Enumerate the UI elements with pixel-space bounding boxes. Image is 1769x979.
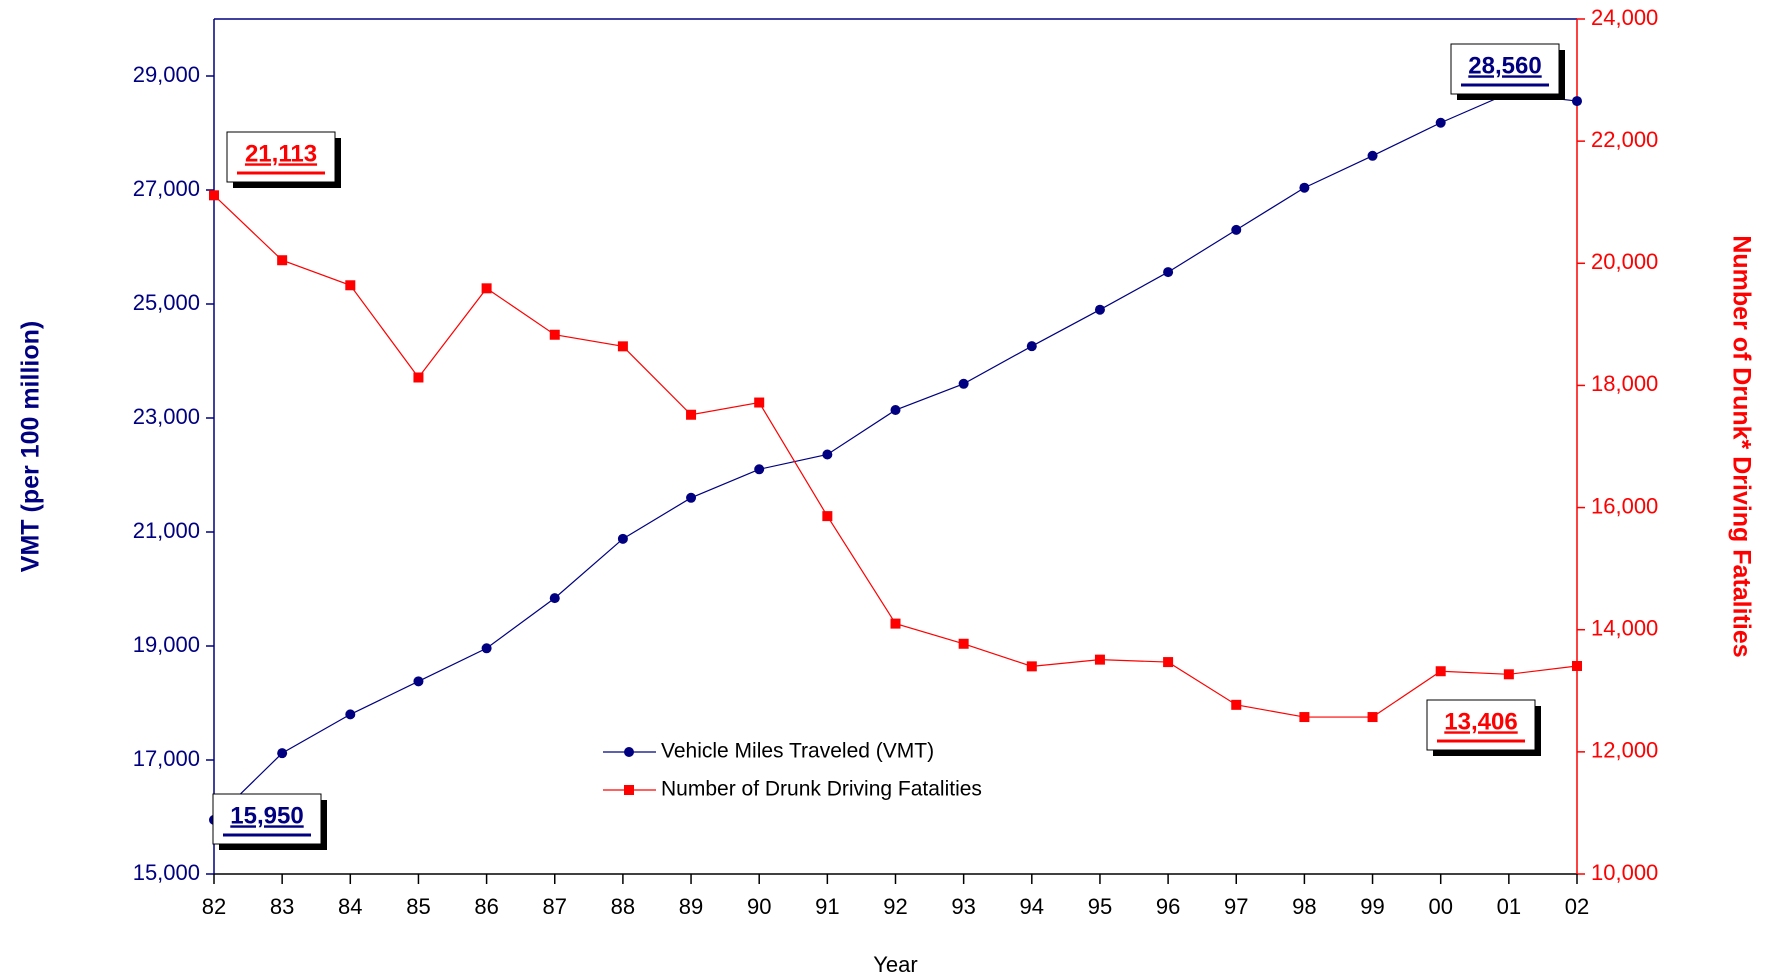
legend-label: Number of Drunk Driving Fatalities (661, 778, 982, 801)
y-tick-label: 15,000 (133, 860, 200, 885)
series-line (213, 194, 1578, 718)
y2-tick-label: 24,000 (1591, 5, 1658, 30)
data-point (481, 643, 492, 654)
x-tick-label: 96 (1156, 894, 1180, 919)
data-point (1435, 666, 1446, 677)
data-point (1299, 182, 1310, 193)
data-point (1231, 699, 1242, 710)
value-label: 21,113 (245, 140, 317, 167)
x-tick-label: 87 (543, 894, 567, 919)
x-tick-label: 88 (611, 894, 635, 919)
data-point (754, 397, 765, 408)
x-tick-label: 02 (1565, 894, 1589, 919)
data-point (890, 618, 901, 629)
data-point (345, 280, 356, 291)
data-point (822, 511, 833, 522)
data-point (1231, 224, 1242, 235)
data-point (1435, 117, 1446, 128)
data-point (277, 748, 288, 759)
data-point (1094, 304, 1105, 315)
y-tick-label: 23,000 (133, 404, 200, 429)
x-tick-label: 99 (1360, 894, 1384, 919)
y2-tick-label: 18,000 (1591, 371, 1658, 396)
x-axis-title: Year (873, 952, 917, 977)
x-tick-label: 95 (1088, 894, 1112, 919)
x-tick-label: 82 (202, 894, 226, 919)
x-tick-label: 98 (1292, 894, 1316, 919)
data-point (1163, 657, 1174, 668)
data-point (617, 341, 628, 352)
y2-tick-label: 22,000 (1591, 127, 1658, 152)
y2-tick-label: 10,000 (1591, 860, 1658, 885)
y2-axis-title: Number of Drunk* Driving Fatalities (1727, 235, 1755, 657)
data-point (754, 464, 765, 475)
data-point (890, 405, 901, 416)
y-tick-label: 25,000 (133, 290, 200, 315)
data-point (1572, 96, 1582, 107)
data-point (1367, 150, 1378, 161)
data-point (481, 283, 492, 294)
data-point (1026, 341, 1037, 352)
data-point (549, 593, 560, 604)
y-tick-label: 29,000 (133, 62, 200, 87)
value-label: 13,406 (1444, 708, 1517, 735)
value-label: 28,560 (1468, 52, 1541, 79)
y2-tick-label: 20,000 (1591, 249, 1658, 274)
data-point (686, 492, 697, 503)
data-point (958, 378, 969, 389)
data-point (549, 329, 560, 340)
data-point (617, 533, 628, 544)
y2-tick-label: 14,000 (1591, 616, 1658, 641)
x-tick-label: 86 (474, 894, 498, 919)
data-point (209, 190, 219, 201)
x-tick-label: 97 (1224, 894, 1248, 919)
x-tick-label: 85 (406, 894, 430, 919)
data-point (686, 409, 697, 420)
y-tick-label: 21,000 (133, 518, 200, 543)
x-tick-label: 94 (1020, 894, 1044, 919)
x-tick-label: 01 (1497, 894, 1521, 919)
data-point (822, 449, 833, 460)
data-point (1094, 654, 1105, 665)
legend-label: Vehicle Miles Traveled (VMT) (661, 740, 934, 763)
data-point (345, 709, 356, 720)
y-tick-label: 19,000 (133, 632, 200, 657)
x-tick-label: 00 (1428, 894, 1452, 919)
data-point (413, 676, 424, 687)
data-point (413, 372, 424, 383)
y-axis-title: VMT (per 100 million) (17, 321, 45, 572)
x-tick-label: 92 (883, 894, 907, 919)
y-tick-label: 17,000 (133, 746, 200, 771)
y2-tick-label: 12,000 (1591, 738, 1658, 763)
y2-tick-label: 16,000 (1591, 493, 1658, 518)
legend-marker (624, 747, 634, 757)
y-tick-label: 27,000 (133, 176, 200, 201)
data-point (277, 255, 288, 266)
x-tick-label: 91 (815, 894, 839, 919)
legend-marker (624, 785, 634, 795)
x-tick-label: 84 (338, 894, 362, 919)
x-tick-label: 90 (747, 894, 771, 919)
data-point (1163, 267, 1174, 278)
x-tick-label: 89 (679, 894, 703, 919)
x-tick-label: 83 (270, 894, 294, 919)
data-point (1299, 712, 1310, 723)
data-point (1503, 669, 1514, 680)
x-tick-label: 93 (951, 894, 975, 919)
data-point (1367, 712, 1378, 723)
series-line (213, 92, 1578, 821)
data-point (1026, 661, 1037, 672)
value-label: 15,950 (230, 802, 303, 829)
data-point (958, 638, 969, 649)
data-point (1572, 660, 1582, 671)
